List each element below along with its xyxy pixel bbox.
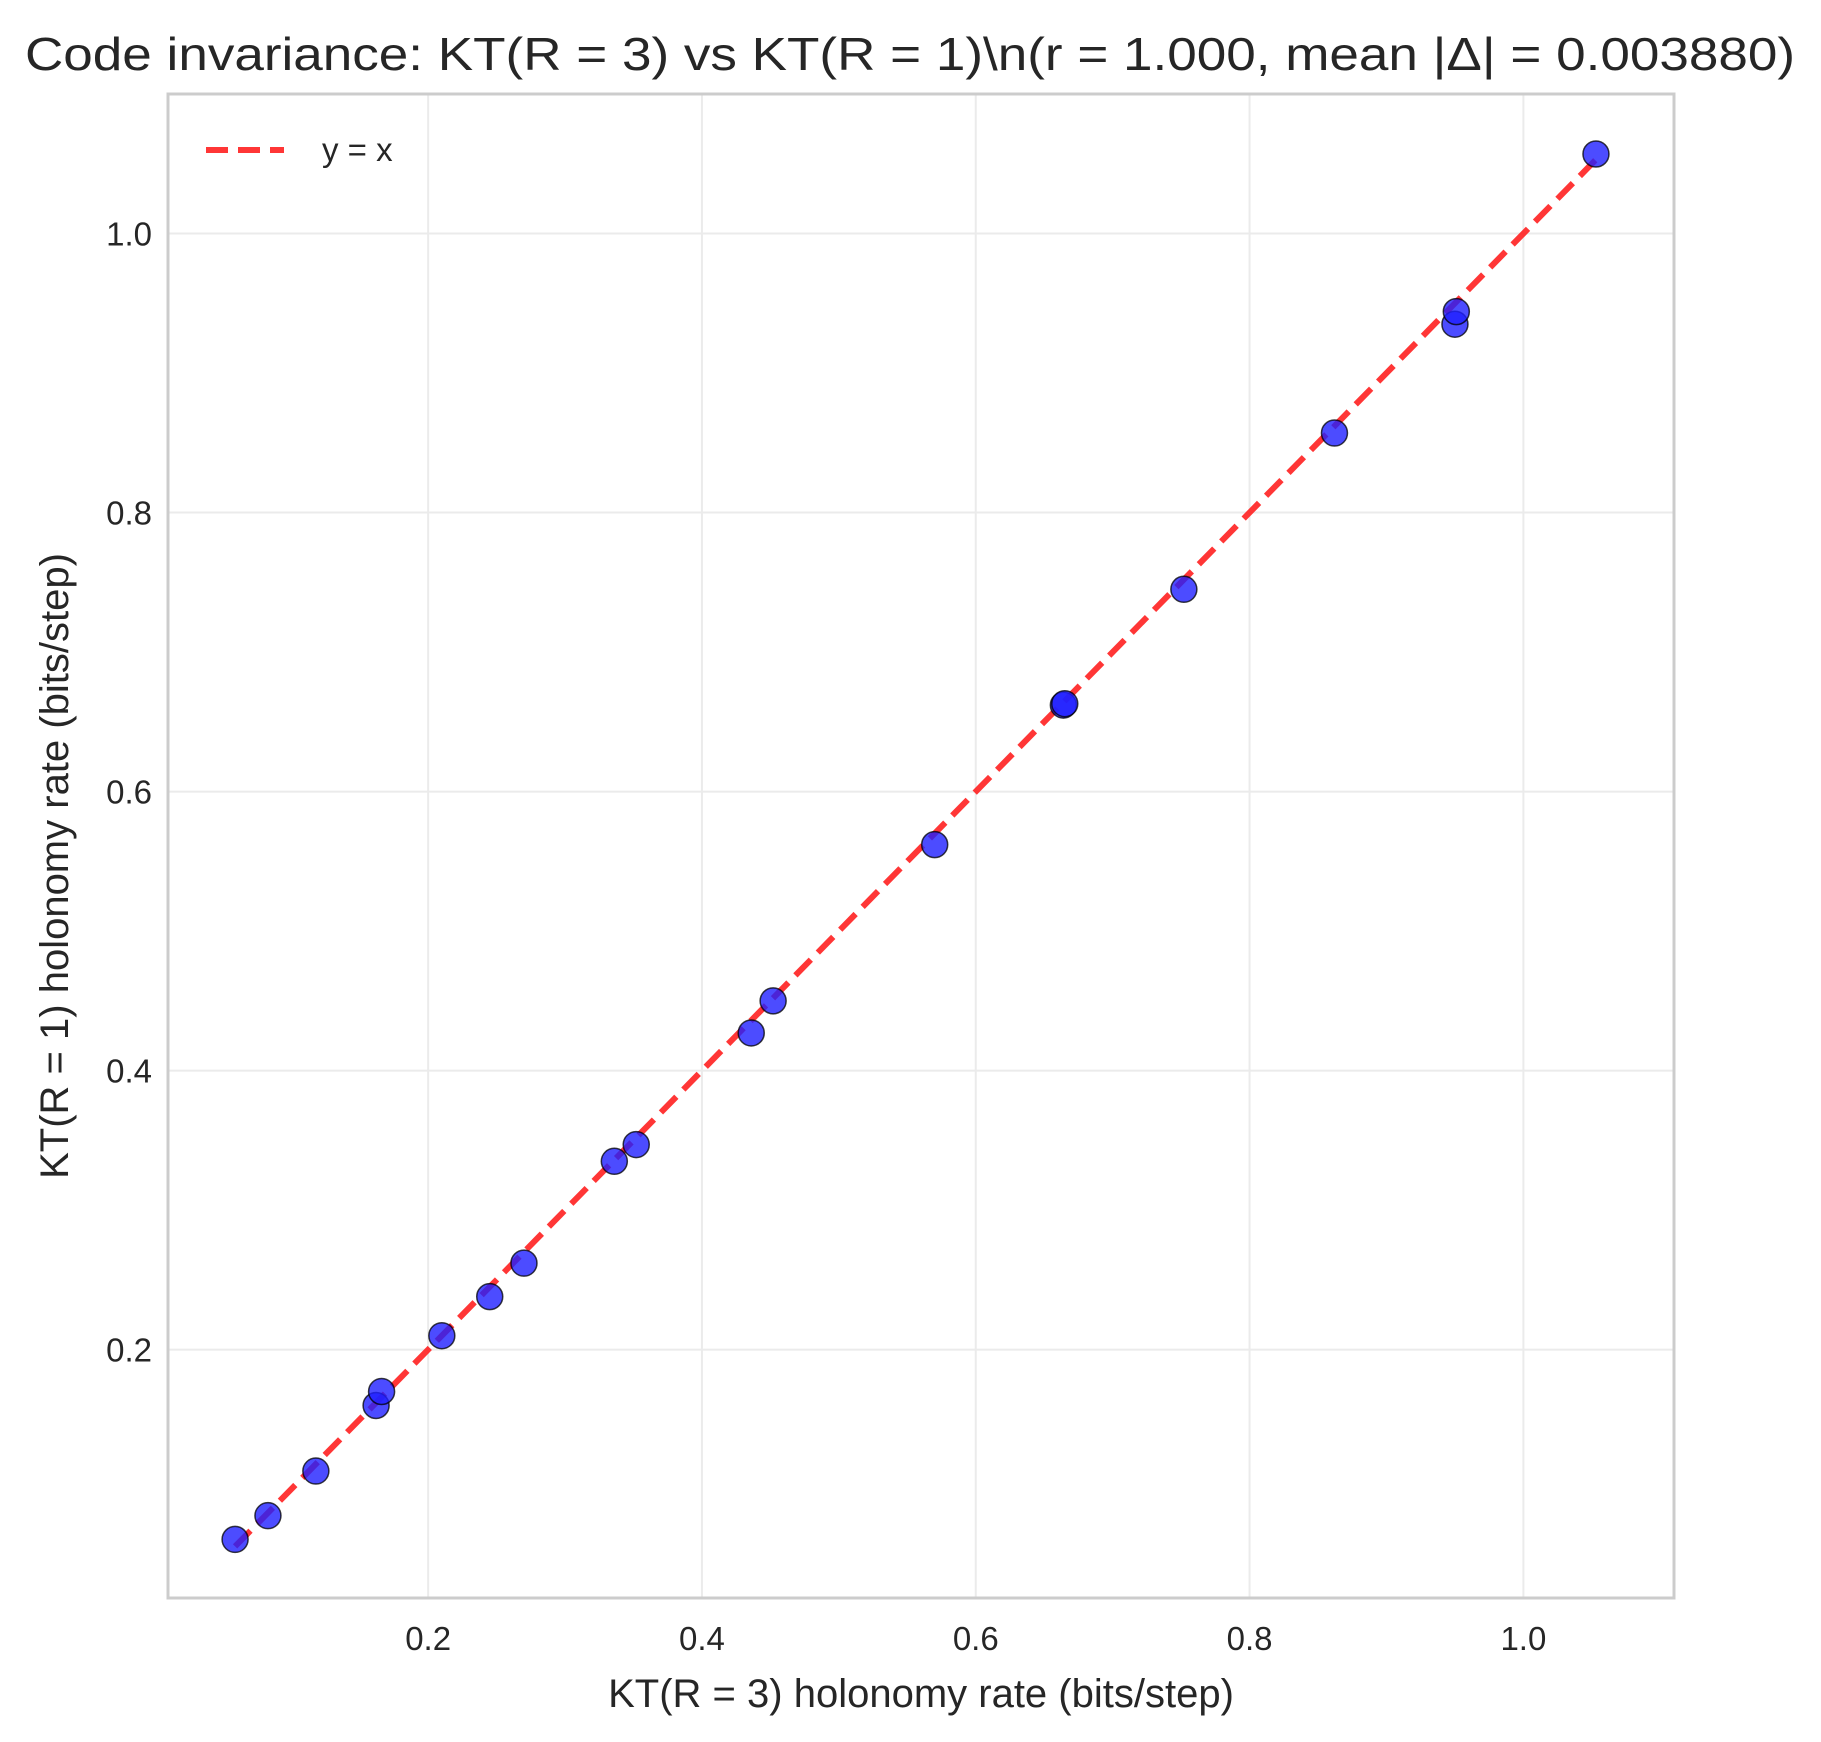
scatter-point bbox=[759, 987, 787, 1015]
scatter-point bbox=[1051, 689, 1079, 718]
x-tick-label: 0.4 bbox=[679, 1620, 725, 1657]
reference-line-layer bbox=[232, 157, 1599, 1549]
x-tick-label: 0.8 bbox=[1227, 1620, 1273, 1657]
scatter-point bbox=[302, 1457, 330, 1485]
y-tick-label: 0.8 bbox=[106, 495, 152, 532]
scatter-point bbox=[1582, 140, 1610, 168]
scatter-point bbox=[622, 1130, 650, 1159]
chart-title: Code invariance: KT(R = 3) vs KT(R = 1)\… bbox=[25, 28, 1795, 80]
reference-line-y-equals-x bbox=[232, 157, 1599, 1549]
y-axis-label: KT(R = 1) holonomy rate (bits/step) bbox=[33, 553, 77, 1179]
scatter-point bbox=[367, 1377, 396, 1406]
grid bbox=[168, 94, 1674, 1598]
y-tick-label: 1.0 bbox=[106, 216, 152, 253]
scatter-point bbox=[428, 1321, 456, 1350]
legend-label: y = x bbox=[322, 131, 393, 168]
plot-frame bbox=[166, 92, 1676, 1600]
x-axis-label: KT(R = 3) holonomy rate (bits/step) bbox=[608, 1672, 1234, 1716]
y-tick-label: 0.2 bbox=[106, 1332, 152, 1369]
y-tick-label: 0.4 bbox=[106, 1053, 152, 1090]
scatter-point bbox=[254, 1501, 282, 1530]
scatter-point bbox=[1442, 297, 1471, 326]
x-tick-label: 1.0 bbox=[1500, 1620, 1546, 1657]
x-tick-label: 0.6 bbox=[953, 1620, 999, 1657]
tick-labels: 0.2 0.4 0.6 0.8 1.0 0.2 0.4 0.6 0.8 1.0 bbox=[106, 216, 1546, 1657]
scatter-point bbox=[221, 1525, 249, 1554]
scatter-point bbox=[1320, 419, 1349, 447]
legend: y = x bbox=[206, 131, 393, 168]
y-tick-label: 0.6 bbox=[106, 774, 152, 811]
scatter-points bbox=[221, 140, 1610, 1554]
scatter-point bbox=[475, 1282, 504, 1311]
scatter-point bbox=[600, 1147, 629, 1176]
scatter-point bbox=[737, 1019, 765, 1047]
x-tick-label: 0.2 bbox=[405, 1620, 451, 1657]
scatter-point bbox=[510, 1249, 538, 1277]
scatter-point bbox=[920, 830, 949, 859]
scatter-point bbox=[1170, 575, 1198, 604]
